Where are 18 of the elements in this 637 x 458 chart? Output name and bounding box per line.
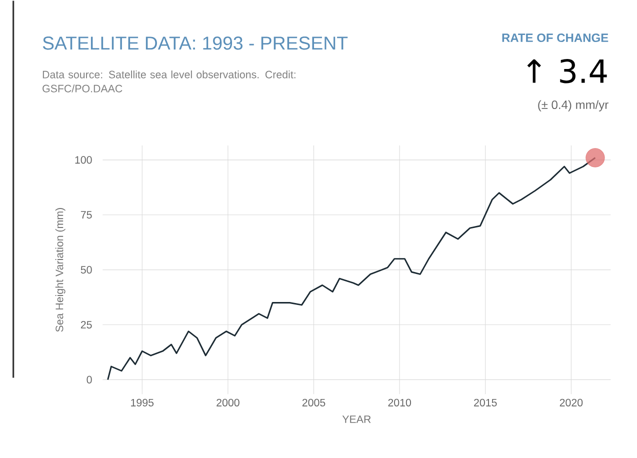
chart-title: SATELLITE DATA: 1993 - PRESENT	[42, 36, 348, 50]
y-tick-label: 25	[80, 321, 92, 329]
x-tick-label: 2005	[302, 398, 326, 407]
x-axis-title: YEAR	[342, 416, 371, 424]
y-tick-label: 75	[80, 211, 92, 219]
y-axis-title: Sea Height Variation (mm)	[55, 208, 66, 332]
x-tick-label: 2010	[388, 398, 412, 407]
x-tick-label: 2020	[560, 398, 583, 407]
y-tick-label: 50	[80, 266, 92, 274]
y-tick-label: 0	[86, 376, 92, 384]
x-tick-label: 2015	[474, 398, 497, 407]
text: ↑ 3.4	[527, 59, 607, 84]
text: (± 0.4) mm/yr	[538, 100, 608, 112]
y-tick-label: 100	[75, 156, 92, 164]
x-tick-label: 1995	[131, 398, 154, 407]
x-tick-label: 2000	[216, 398, 240, 407]
text: RATE OF CHANGE	[502, 34, 608, 42]
chart-subtitle: Data source: Satellite sea level observations. Credit: GSFC/PO.DAAC	[42, 70, 296, 92]
